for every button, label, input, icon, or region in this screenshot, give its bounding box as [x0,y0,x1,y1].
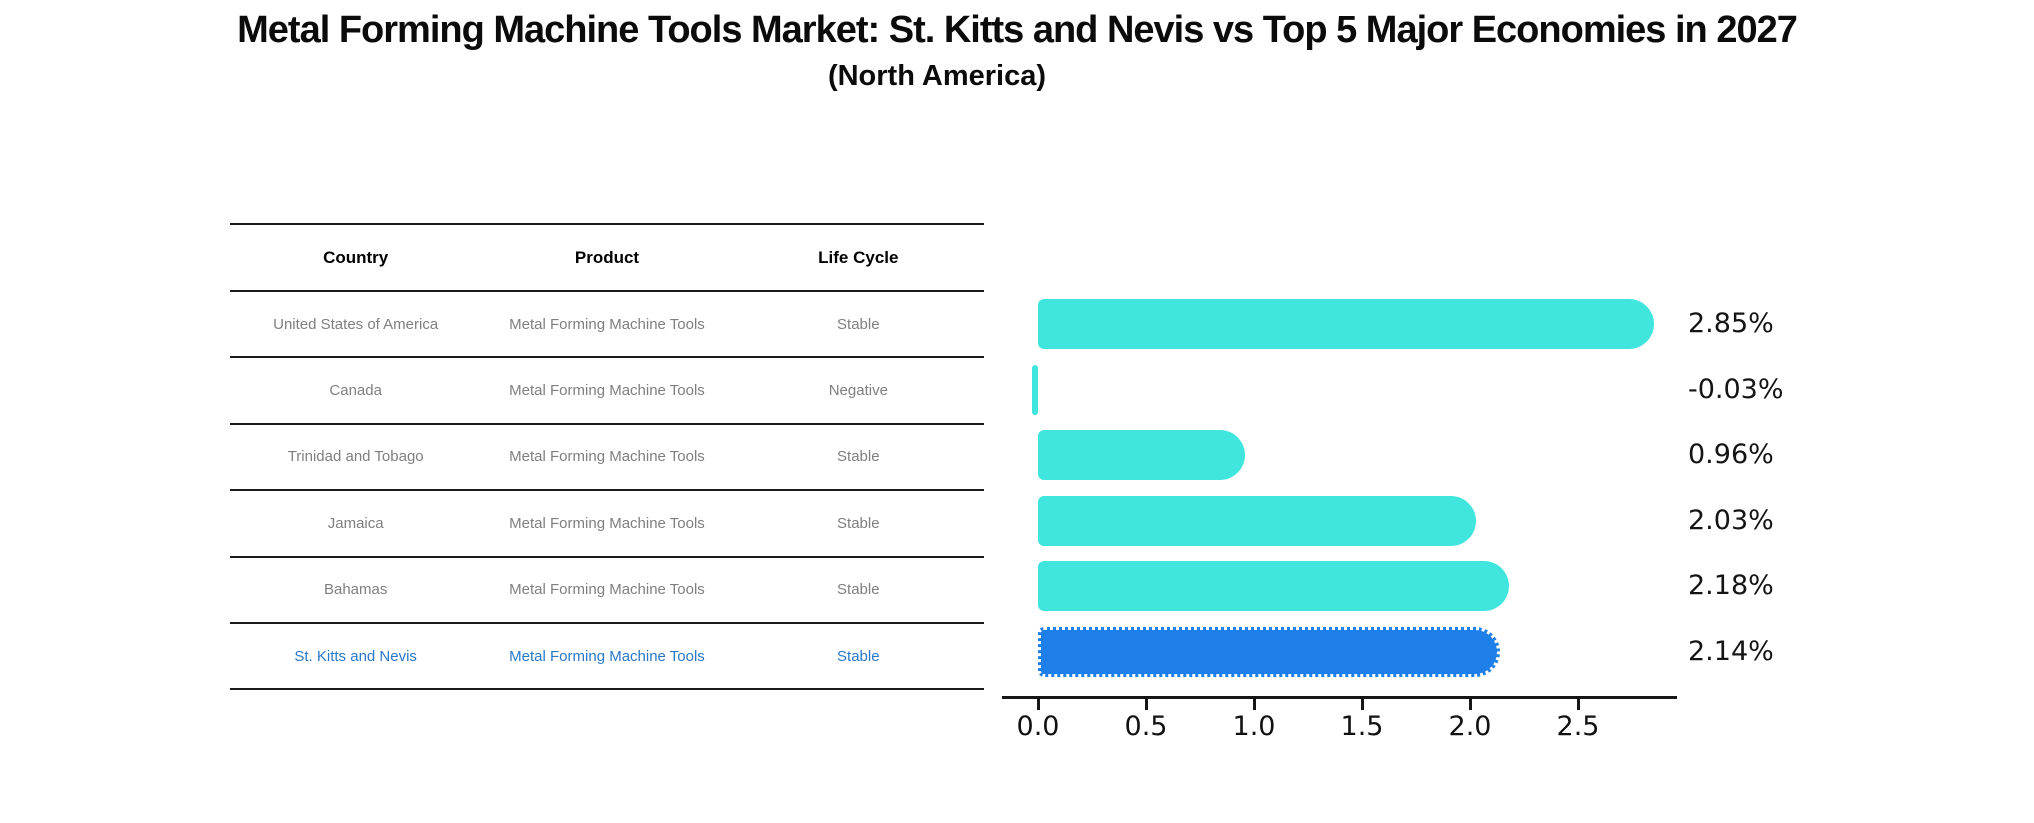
table-header-row: Country Product Life Cycle [230,223,984,292]
product-cell: Metal Forming Machine Tools [509,382,705,400]
country-table: Country Product Life Cycle United States… [230,223,984,691]
bar-st-kitts-and-nevis-highlighted [1038,626,1501,677]
bar-row: -0.03% [0,364,2034,415]
product-cell: Metal Forming Machine Tools [509,315,705,333]
x-axis-line [1002,696,1677,699]
x-axis-tick-label: 2.5 [1556,711,1600,742]
x-axis-tick-label: 0.0 [1016,711,1060,742]
column-header-country: Country [323,247,389,267]
life-cycle-cell: Stable [837,448,880,466]
table-row: United States of America Metal Forming M… [230,292,984,359]
bar-row: 2.85% [0,299,2034,349]
table-row-highlighted: St. Kitts and Nevis Metal Forming Machin… [230,624,984,691]
product-cell: Metal Forming Machine Tools [509,514,705,532]
bar-row: 2.14% [0,626,2034,677]
chart-title: Metal Forming Machine Tools Market: St. … [237,9,1798,51]
x-axis-tick [1252,699,1256,710]
bar-row: 0.96% [0,430,2034,480]
life-cycle-cell: Stable [837,315,880,333]
bar-trinidad-and-tobago [1038,430,1246,480]
life-cycle-cell: Stable [837,514,880,532]
x-axis-tick [1468,699,1472,710]
column-header-life-cycle: Life Cycle [818,247,899,267]
table-row: Canada Metal Forming Machine Tools Negat… [230,358,984,425]
country-cell: United States of America [273,315,439,333]
chart-subtitle: (North America) [827,60,1047,92]
bar-row: 2.03% [0,495,2034,546]
column-header-product: Product [574,247,640,267]
bar-canada [1031,364,1038,415]
bar-value-label: 0.96% [1688,439,1774,470]
bar-value-label: 2.85% [1688,308,1774,339]
country-cell: Jamaica [327,514,384,532]
bar-value-label: 2.03% [1688,504,1774,536]
x-axis-tick-label: 2.0 [1448,711,1492,742]
product-cell: Metal Forming Machine Tools [509,581,705,599]
x-axis-tick-label: 0.5 [1124,711,1168,742]
country-cell: Bahamas [323,581,388,599]
life-cycle-cell: Stable [837,647,880,665]
life-cycle-cell: Stable [837,581,880,599]
table-row: Jamaica Metal Forming Machine Tools Stab… [230,491,984,558]
bar-row: 2.18% [0,561,2034,611]
x-axis-tick-label: 1.5 [1340,711,1384,742]
product-cell: Metal Forming Machine Tools [509,448,705,466]
country-cell: Canada [329,382,382,400]
x-axis-tick [1144,699,1148,710]
country-cell: St. Kitts and Nevis [294,647,417,665]
x-axis-tick [1036,699,1040,710]
bar-jamaica [1038,495,1477,546]
bar-value-label: 2.18% [1688,570,1774,601]
x-axis-tick-label: 1.0 [1232,711,1276,742]
table-row: Bahamas Metal Forming Machine Tools Stab… [230,558,984,624]
bar-value-label: -0.03% [1688,373,1784,405]
x-axis-tick [1360,699,1364,710]
bar-united-states [1038,299,1654,349]
x-axis-tick [1576,699,1580,710]
bar-value-label: 2.14% [1688,635,1774,667]
table-row: Trinidad and Tobago Metal Forming Machin… [230,425,984,492]
product-cell: Metal Forming Machine Tools [509,647,705,665]
life-cycle-cell: Negative [828,382,888,400]
country-cell: Trinidad and Tobago [287,448,424,466]
bar-bahamas [1038,561,1509,611]
